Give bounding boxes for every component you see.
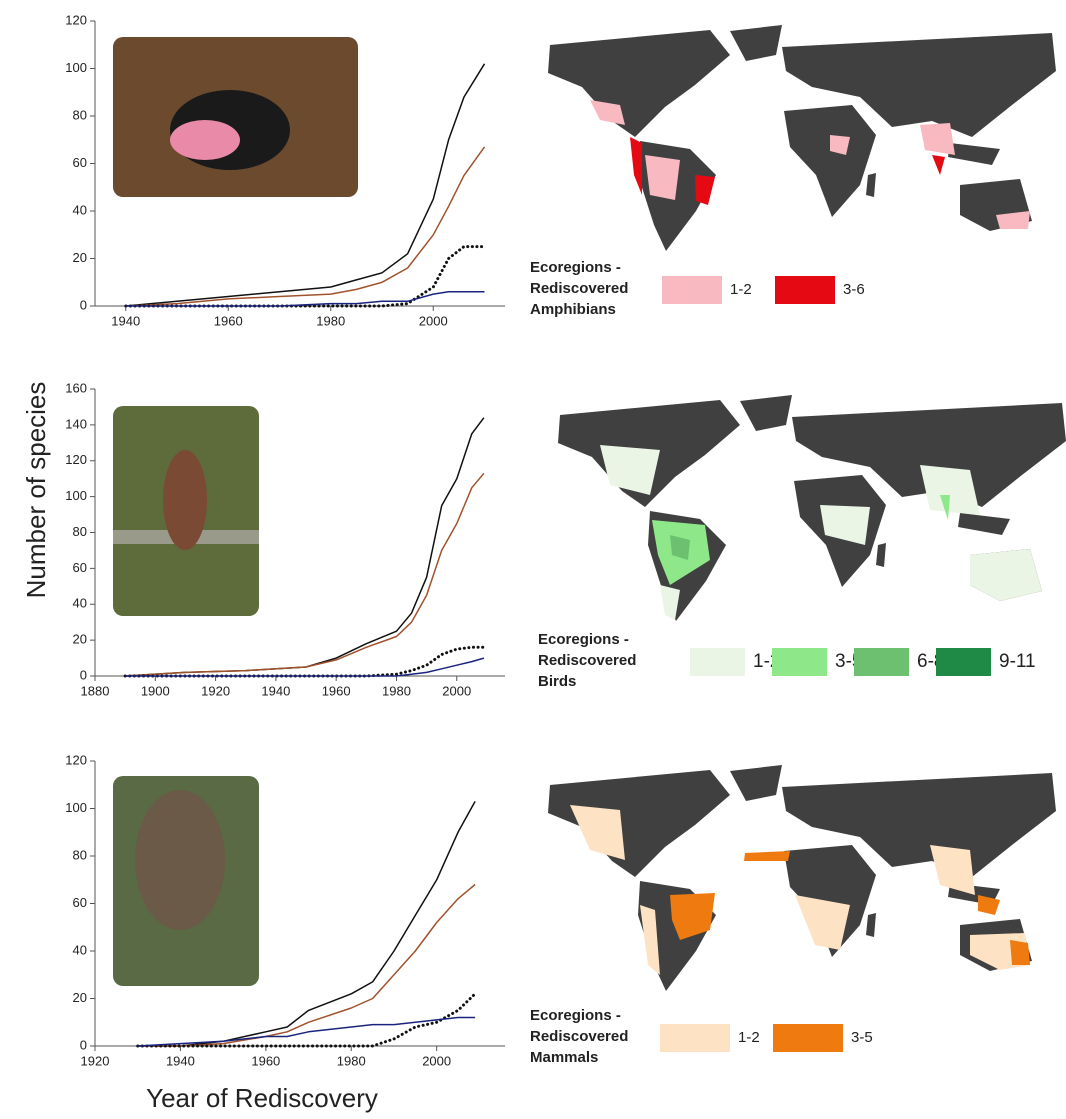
series-line — [136, 992, 477, 1048]
y-tick-label: 100 — [65, 800, 87, 815]
legend-title: Ecoregions - — [530, 1007, 621, 1024]
photo-detail — [170, 120, 240, 160]
y-tick-label: 0 — [80, 667, 87, 682]
x-tick-label: 2000 — [419, 313, 448, 328]
legend-label: 9-11 — [999, 651, 1036, 672]
y-tick-label: 100 — [65, 60, 87, 75]
y-tick-label: 20 — [73, 632, 87, 647]
legend-title: Amphibians — [530, 301, 616, 318]
legend-title: Rediscovered — [530, 1028, 628, 1045]
legend-label: 3-6 — [843, 281, 865, 298]
legend-swatch — [690, 648, 745, 676]
y-axis-title: Number of species — [21, 382, 51, 599]
y-tick-label: 80 — [73, 107, 87, 122]
series-line — [125, 472, 485, 677]
y-tick-label: 0 — [80, 297, 87, 312]
x-tick-label: 1940 — [166, 1053, 195, 1068]
legend-swatch — [662, 276, 722, 304]
legend-swatch — [660, 1024, 730, 1052]
y-tick-label: 160 — [65, 380, 87, 395]
legend-title: Rediscovered — [538, 652, 636, 669]
y-tick-label: 120 — [65, 452, 87, 467]
y-tick-label: 120 — [65, 12, 87, 27]
x-tick-label: 1960 — [322, 683, 351, 698]
x-tick-label: 1940 — [261, 683, 290, 698]
series-line — [125, 657, 485, 677]
legend-swatch — [854, 648, 909, 676]
x-tick-label: 2000 — [442, 683, 471, 698]
x-tick-label: 1900 — [141, 683, 170, 698]
series-line — [125, 146, 486, 307]
series-line — [125, 291, 485, 307]
legend-label: 1-2 — [738, 1029, 760, 1046]
legend-swatch — [775, 276, 835, 304]
legend-title: Ecoregions - — [530, 259, 621, 276]
map-amphibians — [548, 25, 1056, 251]
map-mammals — [548, 765, 1056, 991]
legend-label: 1-2 — [730, 281, 752, 298]
photo-detail — [135, 790, 225, 930]
legend-title: Rediscovered — [530, 280, 628, 297]
legend-label: 3-5 — [851, 1029, 873, 1046]
y-tick-label: 100 — [65, 488, 87, 503]
y-tick-label: 0 — [80, 1037, 87, 1052]
x-tick-label: 1920 — [81, 1053, 110, 1068]
y-tick-label: 40 — [73, 596, 87, 611]
x-tick-label: 2000 — [422, 1053, 451, 1068]
series-line — [124, 245, 486, 308]
x-tick-label: 1920 — [201, 683, 230, 698]
y-tick-label: 40 — [73, 942, 87, 957]
y-tick-label: 140 — [65, 416, 87, 431]
x-tick-label: 1980 — [316, 313, 345, 328]
y-tick-label: 20 — [73, 250, 87, 265]
legend-swatch — [773, 1024, 843, 1052]
legend-swatch — [936, 648, 991, 676]
y-tick-label: 60 — [73, 560, 87, 575]
x-tick-label: 1960 — [214, 313, 243, 328]
y-tick-label: 80 — [73, 524, 87, 539]
series-line — [125, 63, 486, 307]
photo-detail — [163, 450, 207, 550]
y-tick-label: 20 — [73, 990, 87, 1005]
legend-title: Mammals — [530, 1049, 598, 1066]
x-tick-label: 1940 — [111, 313, 140, 328]
legend-title: Ecoregions - — [538, 631, 629, 648]
x-tick-label: 1880 — [81, 683, 110, 698]
x-tick-label: 1960 — [251, 1053, 280, 1068]
x-tick-label: 1980 — [337, 1053, 366, 1068]
legend-swatch — [772, 648, 827, 676]
x-tick-label: 1980 — [382, 683, 411, 698]
legend-title: Birds — [538, 673, 576, 690]
map-birds — [558, 395, 1066, 621]
y-tick-label: 60 — [73, 895, 87, 910]
y-tick-label: 120 — [65, 752, 87, 767]
series-line — [137, 1016, 476, 1047]
x-axis-title: Year of Rediscovery — [146, 1083, 378, 1113]
y-tick-label: 40 — [73, 202, 87, 217]
series-line — [137, 883, 476, 1047]
y-tick-label: 60 — [73, 155, 87, 170]
y-tick-label: 80 — [73, 847, 87, 862]
